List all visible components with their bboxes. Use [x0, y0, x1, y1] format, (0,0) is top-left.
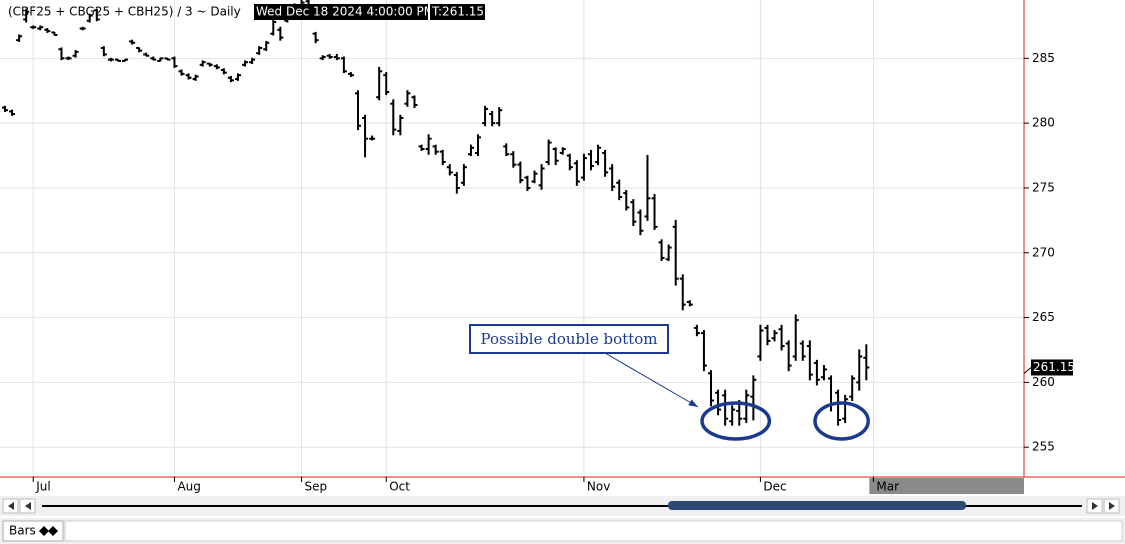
bars-tab[interactable] [2, 520, 64, 542]
toolbar-field [64, 520, 1123, 542]
annotation-box [469, 324, 669, 354]
date-box [254, 4, 428, 20]
price-tag-label: 261.15 [1033, 360, 1075, 374]
annotations [604, 352, 870, 441]
y-tick-label: 265 [1032, 310, 1055, 324]
scroll-thumb[interactable] [668, 501, 966, 510]
y-tick-label: 275 [1032, 180, 1055, 194]
y-tick-label: 285 [1032, 51, 1055, 65]
tab-icon [39, 526, 58, 536]
highlight-ellipse [813, 401, 870, 441]
tab-label: Bars [9, 524, 36, 538]
x-tick-label: Aug [177, 480, 200, 494]
chart-title: (CBF25 + CBG25 + CBH25) / 3 ~ Daily [8, 5, 241, 19]
x-tick-label: Dec [763, 480, 786, 494]
annotation-text: Possible double bottom [480, 330, 657, 348]
highlight-ellipse [700, 401, 772, 441]
price-tick [1023, 367, 1032, 374]
x-tick-label: Jul [35, 480, 50, 494]
arrow-icon [8, 502, 14, 510]
info-date: Wed Dec 18 2024 4:00:00 PM [256, 5, 434, 19]
x-tick-label: Oct [389, 480, 410, 494]
future-region [869, 478, 1024, 494]
arrow-icon [25, 502, 31, 510]
arrow-head [688, 399, 699, 407]
x-tick-label: Mar [876, 480, 899, 494]
info-close: T:261.15 [431, 5, 484, 19]
price-tag [1031, 359, 1073, 376]
x-tick-label: Nov [587, 480, 610, 494]
arrow-icon [1092, 502, 1098, 510]
y-tick-label: 280 [1032, 116, 1055, 130]
close-box [430, 4, 485, 20]
annotation-arrow [604, 352, 699, 408]
y-tick-label: 260 [1032, 375, 1055, 389]
x-tick-label: Sep [305, 480, 328, 494]
y-tick-label: 255 [1032, 440, 1055, 454]
arrow-icon [1109, 502, 1115, 510]
y-tick-label: 270 [1032, 245, 1055, 259]
